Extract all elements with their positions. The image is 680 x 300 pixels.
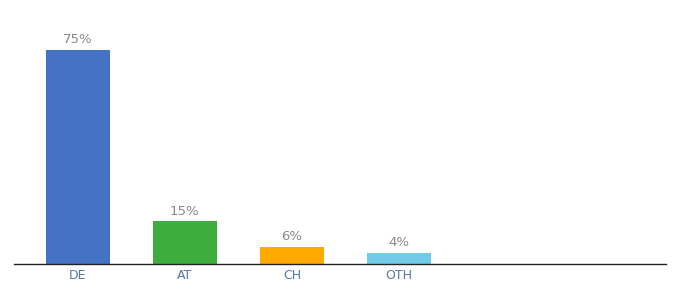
Bar <box>260 247 324 264</box>
Text: 4%: 4% <box>388 236 409 249</box>
Bar <box>153 221 217 264</box>
Text: 75%: 75% <box>63 33 92 46</box>
Bar <box>46 50 110 264</box>
Text: 6%: 6% <box>282 230 303 243</box>
Bar <box>367 253 431 264</box>
Text: 15%: 15% <box>170 205 200 218</box>
